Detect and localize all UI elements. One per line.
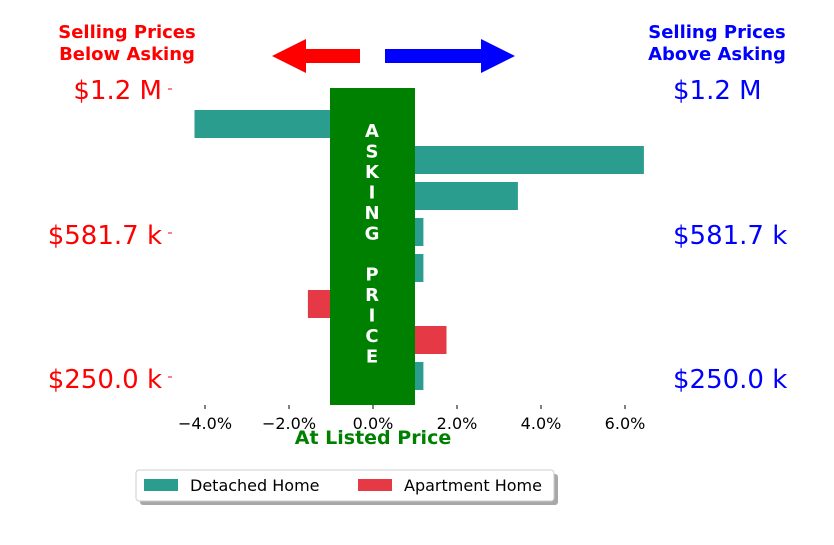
asking-price-letter: P: [365, 265, 378, 286]
asking-price-letter: G: [365, 224, 380, 245]
asking-price-letter: I: [369, 306, 376, 327]
y-tick-label-right: $250.0 k: [673, 365, 787, 395]
bar-detached-home: [373, 146, 644, 174]
bar-group: [194, 110, 644, 390]
x-axis: −4.0% −2.0% 0.0% 2.0% 4.0% 6.0%: [178, 405, 645, 433]
y-tick-label-left: $250.0 k: [48, 365, 162, 395]
asking-price-letter: C: [365, 326, 378, 347]
header-left-line2: Below Asking: [59, 44, 195, 65]
x-tick-label: −2.0%: [262, 414, 316, 433]
x-tick-label: −4.0%: [178, 414, 232, 433]
legend-swatch-detached: [144, 479, 178, 491]
asking-price-letter: E: [366, 347, 378, 368]
asking-price-letter: K: [365, 162, 380, 183]
asking-price-letter: N: [364, 203, 379, 224]
asking-price-letter: A: [365, 121, 379, 142]
x-tick-label: 2.0%: [437, 414, 478, 433]
x-tick-label: 4.0%: [521, 414, 562, 433]
left-arrow-icon: [272, 39, 360, 73]
legend-label-detached: Detached Home: [190, 476, 320, 495]
y-tick-label-right: $581.7 k: [673, 221, 787, 251]
y-tick-labels-right: $1.2 M $581.7 k $250.0 k: [673, 76, 787, 395]
y-tick-label-left: $1.2 M: [73, 76, 162, 106]
x-tick-label: 6.0%: [605, 414, 646, 433]
y-tick-labels-left: $1.2 M $581.7 k $250.0 k: [48, 76, 172, 395]
legend-label-apartment: Apartment Home: [404, 476, 542, 495]
asking-price-letter: I: [369, 183, 376, 204]
asking-price-letter: S: [366, 142, 379, 163]
legend-box: [135, 469, 555, 502]
legend-swatch-apartment: [358, 479, 392, 491]
legend: Detached Home Apartment Home: [135, 469, 558, 505]
header-right-line1: Selling Prices: [648, 22, 785, 43]
asking-price-letter: R: [365, 285, 379, 306]
y-tick-label-left: $581.7 k: [48, 221, 162, 251]
header-right-line2: Above Asking: [648, 44, 786, 65]
asking-price-band: [330, 88, 415, 405]
x-axis-label: At Listed Price: [295, 427, 451, 449]
y-tick-label-right: $1.2 M: [673, 76, 762, 106]
header-left-line1: Selling Prices: [58, 22, 195, 43]
x-tick-label: 0.0%: [353, 414, 394, 433]
right-arrow-icon: [385, 39, 515, 73]
